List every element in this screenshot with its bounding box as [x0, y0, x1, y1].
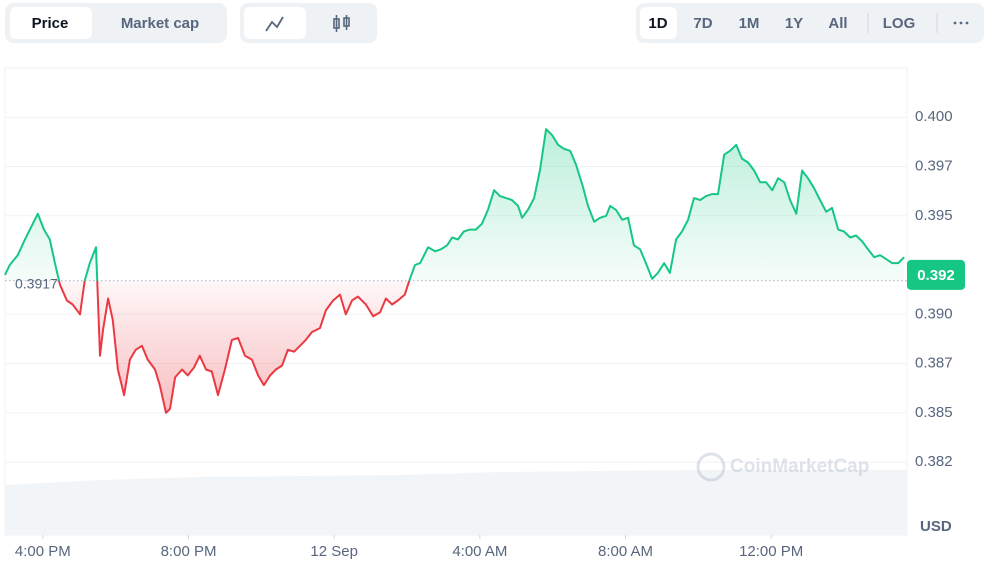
range-tabs	[636, 3, 984, 43]
range-tab[interactable]: 1Y	[785, 15, 803, 32]
watermark-text: CoinMarketCap	[730, 456, 869, 477]
current-price-label: 0.392	[917, 267, 955, 284]
toolbar: LOG Price Market cap 1D 7D 1M 1Y All	[5, 3, 984, 43]
metric-tab[interactable]: Market cap	[121, 15, 199, 32]
y-tick-label: 0.387	[915, 355, 953, 372]
more-icon[interactable]	[953, 21, 969, 25]
watermark-logo	[696, 452, 726, 482]
metric-tab[interactable]: Price	[32, 15, 69, 32]
range-tab[interactable]: 7D	[693, 15, 712, 32]
active-range	[640, 7, 677, 39]
volume-band	[5, 470, 907, 535]
y-tick-label: 0.397	[915, 157, 953, 174]
range-tab[interactable]: All	[828, 15, 847, 32]
x-tick-label: 12 Sep	[310, 543, 358, 560]
x-tick-label: 8:00 PM	[161, 543, 217, 560]
x-tick-label: 8:00 AM	[598, 543, 653, 560]
area-fill	[5, 129, 905, 413]
y-tick-label: 0.400	[915, 108, 953, 125]
line-icon[interactable]	[265, 16, 284, 32]
y-tick-label: 0.390	[915, 305, 953, 322]
log-toggle[interactable]: LOG	[883, 15, 916, 32]
baseline-label: 0.3917	[15, 276, 58, 292]
x-tick-label: 4:00 AM	[452, 543, 507, 560]
y-tick-label: 0.395	[915, 207, 953, 224]
candle-icon[interactable]	[333, 15, 350, 32]
x-tick-label: 4:00 PM	[15, 543, 71, 560]
plot: 0.3917 CoinMarketCap	[4, 116, 907, 539]
y-tick-label: 0.382	[915, 453, 953, 470]
range-tab[interactable]: 1D	[648, 15, 667, 32]
y-tick-label: 0.385	[915, 404, 953, 421]
active-tab	[10, 7, 92, 39]
x-tick-label: 12:00 PM	[739, 543, 803, 560]
currency-label: USD	[920, 518, 952, 535]
range-tab[interactable]: 1M	[739, 15, 760, 32]
current-price-badge	[907, 259, 965, 290]
price-line	[4, 128, 905, 414]
active-style	[244, 7, 306, 39]
watermark: CoinMarketCap	[696, 452, 869, 482]
